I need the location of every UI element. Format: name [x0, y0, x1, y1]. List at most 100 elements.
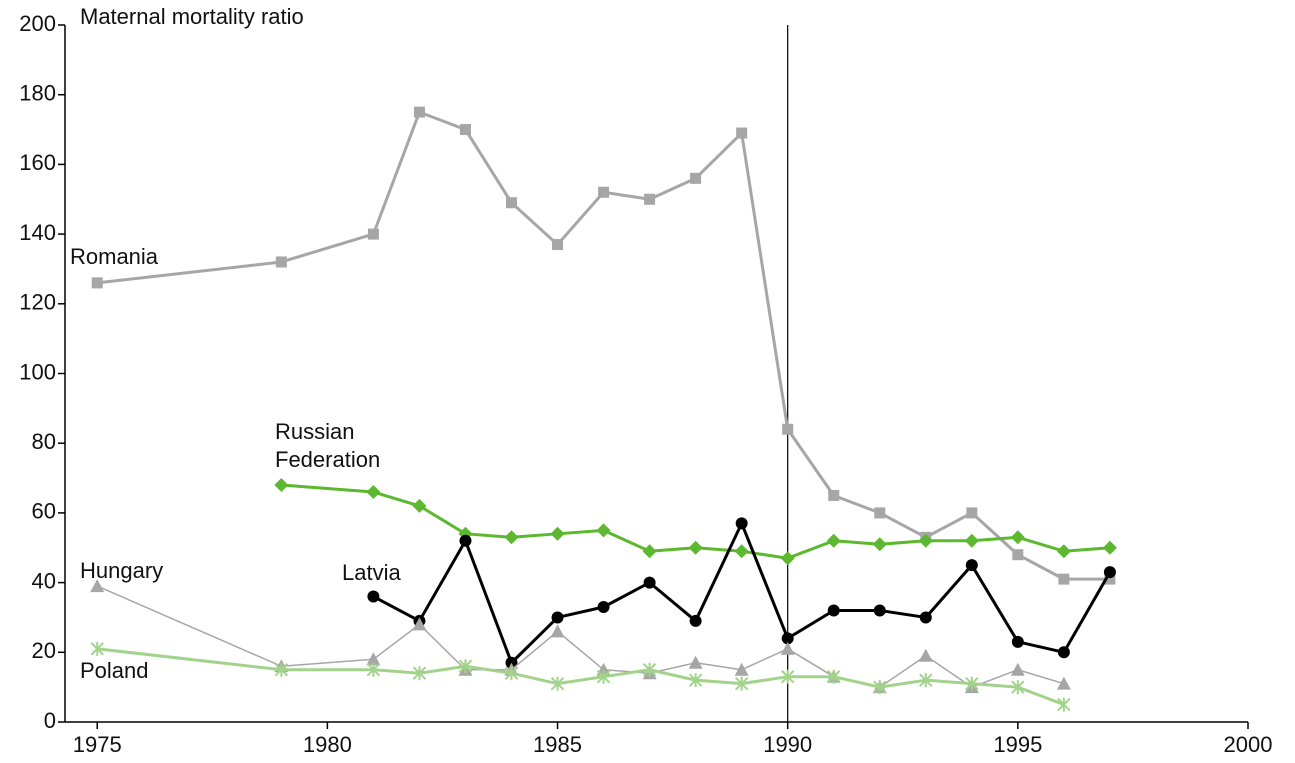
marker [552, 239, 564, 251]
marker [504, 530, 519, 545]
marker [274, 478, 289, 493]
marker [642, 662, 657, 677]
marker [782, 423, 794, 435]
marker [780, 641, 795, 655]
series-label: Poland [80, 658, 149, 683]
marker [506, 197, 518, 209]
marker [874, 507, 886, 519]
marker [596, 669, 611, 684]
y-tick-label: 200 [19, 11, 56, 36]
marker [597, 600, 610, 613]
marker [275, 256, 287, 268]
marker [780, 551, 795, 566]
marker [642, 544, 657, 559]
marker [965, 676, 979, 691]
marker [873, 604, 886, 617]
marker [504, 666, 519, 681]
marker [1103, 566, 1116, 579]
marker [412, 617, 427, 631]
marker [1010, 530, 1025, 545]
marker [1057, 697, 1071, 712]
marker [1056, 676, 1071, 690]
marker [918, 648, 933, 662]
marker [1011, 680, 1025, 695]
marker [965, 559, 978, 572]
series-line [96, 585, 1065, 688]
marker [459, 124, 471, 136]
marker [918, 533, 933, 548]
marker [459, 534, 472, 547]
marker [735, 517, 748, 530]
marker [1011, 635, 1024, 648]
marker [1056, 544, 1071, 559]
y-tick-label: 180 [19, 81, 56, 106]
marker [827, 604, 840, 617]
series-label: Romania [70, 244, 159, 269]
marker [919, 673, 933, 688]
marker [688, 655, 703, 669]
y-tick-label: 20 [32, 638, 56, 663]
marker [643, 576, 656, 589]
marker [781, 632, 794, 645]
y-tick-label: 40 [32, 568, 56, 593]
chart-title: Maternal mortality ratio [80, 4, 304, 29]
marker [734, 676, 749, 691]
marker [598, 186, 610, 198]
series-line [97, 647, 1065, 706]
y-tick-label: 0 [44, 708, 56, 733]
marker [734, 544, 749, 559]
y-tick-label: 60 [32, 499, 56, 524]
series-label: Russian Federation [275, 419, 381, 472]
series-label: Latvia [342, 560, 401, 585]
marker [413, 106, 425, 118]
marker [366, 662, 381, 677]
marker [873, 680, 887, 695]
marker [919, 611, 932, 624]
y-tick-label: 140 [19, 220, 56, 245]
marker [780, 669, 795, 684]
marker [412, 498, 427, 513]
marker [690, 172, 702, 184]
marker [366, 652, 381, 666]
marker [872, 537, 887, 552]
marker [458, 659, 473, 674]
marker [1010, 662, 1025, 676]
x-tick-label: 1990 [763, 732, 812, 757]
marker [644, 193, 656, 205]
marker [826, 533, 841, 548]
marker [551, 611, 564, 624]
series-line [97, 110, 1110, 581]
marker [366, 484, 381, 499]
marker [966, 507, 978, 519]
marker [90, 641, 104, 656]
series-label: Hungary [80, 558, 164, 583]
marker [688, 540, 703, 555]
marker [1102, 540, 1117, 555]
marker [1104, 573, 1116, 585]
marker [274, 662, 289, 677]
marker [596, 523, 611, 538]
x-tick-label: 1995 [993, 732, 1042, 757]
marker [550, 526, 565, 541]
marker [412, 666, 427, 681]
marker [689, 614, 702, 627]
marker [688, 673, 703, 688]
marker [1057, 646, 1070, 659]
marker [828, 489, 840, 501]
marker [90, 579, 105, 593]
marker [964, 533, 979, 548]
marker [1058, 573, 1070, 585]
x-tick-label: 1975 [73, 732, 122, 757]
marker [827, 669, 841, 684]
marker [91, 277, 103, 289]
y-tick-label: 120 [19, 290, 56, 315]
marker [736, 127, 748, 139]
x-tick-label: 1985 [533, 732, 582, 757]
marker [734, 662, 749, 676]
x-tick-label: 1980 [303, 732, 352, 757]
marker [367, 590, 380, 603]
marker [550, 676, 565, 691]
marker [367, 228, 379, 240]
y-tick-label: 160 [19, 150, 56, 175]
